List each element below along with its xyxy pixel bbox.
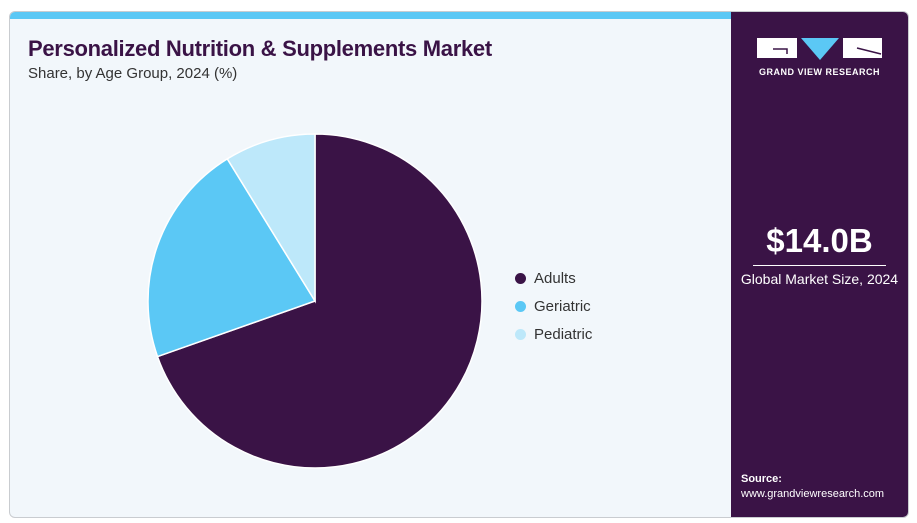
pie-slice-pediatric <box>226 133 316 304</box>
source-url[interactable]: www.grandviewresearch.com <box>741 488 885 500</box>
market-size-value: $14.0B <box>766 222 873 259</box>
source: Source: www.grandviewresearch.com <box>741 472 884 502</box>
divider <box>753 265 886 266</box>
legend-swatch <box>515 300 526 312</box>
legend-label: Geriatric <box>534 297 591 315</box>
sidebar-panel: GRAND VIEW RESEARCH $14.0B Global Market… <box>731 12 908 517</box>
chart-title: Personalized Nutrition & Supplements Mar… <box>28 36 492 61</box>
legend-swatch <box>515 328 526 340</box>
market-size-caption: Global Market Size, 2024 <box>740 271 899 287</box>
gvr-logo-icon <box>757 38 882 60</box>
pie-chart <box>147 133 483 469</box>
legend-item-geriatric: Geriatric <box>515 292 592 320</box>
legend-item-adults: Adults <box>515 264 592 292</box>
pie-slice-geriatric <box>147 157 317 358</box>
logo-text: GRAND VIEW RESEARCH <box>758 67 880 77</box>
legend-label: Pediatric <box>534 325 593 343</box>
chart-card: Personalized Nutrition & Supplements Mar… <box>9 11 909 518</box>
legend-swatch <box>515 272 526 284</box>
chart-subtitle: Share, by Age Group, 2024 (%) <box>28 65 238 82</box>
pie-slice-adults <box>156 133 483 469</box>
legend: Adults Geriatric Pediatric <box>515 264 592 348</box>
source-label: Source: <box>741 473 782 485</box>
legend-item-pediatric: Pediatric <box>515 320 592 348</box>
legend-label: Adults <box>534 269 576 287</box>
accent-bar <box>10 12 731 19</box>
